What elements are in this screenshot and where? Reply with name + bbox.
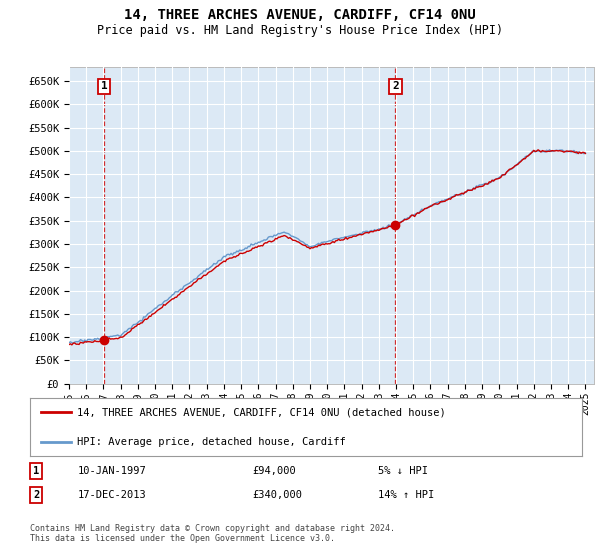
Text: 2: 2 <box>392 81 399 91</box>
Text: £340,000: £340,000 <box>252 490 302 500</box>
Text: 5% ↓ HPI: 5% ↓ HPI <box>378 466 428 476</box>
Text: 14, THREE ARCHES AVENUE, CARDIFF, CF14 0NU (detached house): 14, THREE ARCHES AVENUE, CARDIFF, CF14 0… <box>77 407 446 417</box>
Text: 1: 1 <box>33 466 39 476</box>
Text: 1: 1 <box>101 81 107 91</box>
Text: Price paid vs. HM Land Registry's House Price Index (HPI): Price paid vs. HM Land Registry's House … <box>97 24 503 37</box>
Text: 17-DEC-2013: 17-DEC-2013 <box>78 490 147 500</box>
Text: Contains HM Land Registry data © Crown copyright and database right 2024.
This d: Contains HM Land Registry data © Crown c… <box>30 524 395 543</box>
Text: 10-JAN-1997: 10-JAN-1997 <box>78 466 147 476</box>
Text: £94,000: £94,000 <box>252 466 296 476</box>
Text: 2: 2 <box>33 490 39 500</box>
Text: 14, THREE ARCHES AVENUE, CARDIFF, CF14 0NU: 14, THREE ARCHES AVENUE, CARDIFF, CF14 0… <box>124 8 476 22</box>
Text: HPI: Average price, detached house, Cardiff: HPI: Average price, detached house, Card… <box>77 437 346 447</box>
Text: 14% ↑ HPI: 14% ↑ HPI <box>378 490 434 500</box>
